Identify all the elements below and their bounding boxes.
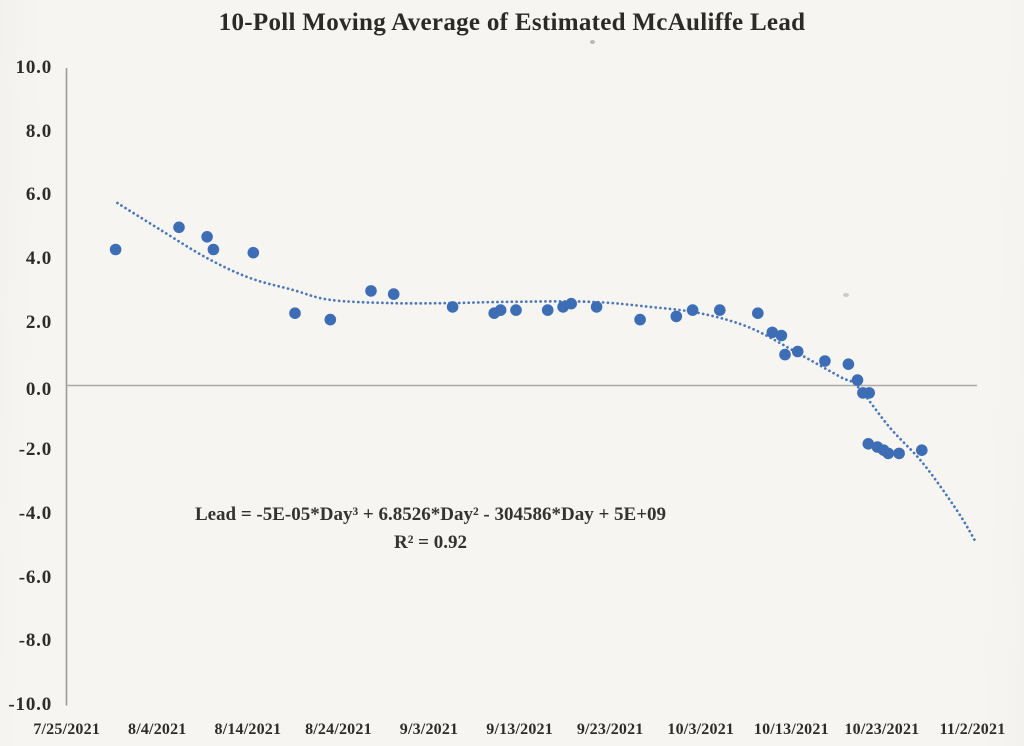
data-point: 10/21/2021: -1.8 — [862, 438, 875, 450]
y-tick-label: 6.0 — [25, 184, 52, 206]
x-tick-label: 9/3/2021 — [399, 721, 459, 738]
y-tick-label: 8.0 — [25, 120, 52, 142]
data-point: 10/24/2021: -2.1 — [893, 447, 905, 460]
trendline-dotted-curve — [116, 201, 978, 544]
chart-title: 10-Poll Moving Average of Estimated McAu… — [218, 9, 806, 36]
data-point: 9/16/2021: 2.4 — [541, 304, 554, 316]
y-tick-label: -4.0 — [18, 502, 52, 524]
x-tick-label: 10/13/2021 — [753, 721, 829, 738]
y-tick-label: -2.0 — [18, 439, 52, 461]
data-point: 10/27/2021: -2 — [916, 444, 928, 457]
data-point: 10/12/2021: 1.6 — [775, 329, 788, 342]
y-tick-label: 2.0 — [25, 311, 52, 333]
data-point: 10/5/2021: 2.4 — [714, 304, 726, 316]
data-point: 9/21/2021: 2.5 — [590, 301, 603, 313]
data-point: 9/6/2021: 2.5 — [446, 301, 459, 313]
y-tick-label: -6.0 — [18, 566, 52, 588]
data-point: 9/19/2021: 2.6 — [565, 297, 577, 310]
data-point: 10/14/2021: 1.1 — [791, 345, 804, 358]
y-tick-label: -8.0 — [18, 630, 52, 652]
data-point: 7/30/2021: 4.3 — [109, 243, 122, 256]
x-tick-label: 7/25/2021 — [33, 721, 101, 738]
data-point: 10/21/2021: -0.2 — [863, 387, 875, 399]
x-tick-label: 8/14/2021 — [214, 721, 282, 738]
data-point: 10/17/2021: 0.8 — [819, 355, 831, 367]
data-point: 10/11/2021: 1.7 — [766, 326, 779, 339]
data-point: 8/14/2021: 4.2 — [247, 246, 260, 259]
x-tick-label: 8/24/2021 — [305, 721, 372, 738]
x-tick-label: 9/13/2021 — [486, 721, 553, 738]
data-point: 8/30/2021: 2.9 — [387, 288, 400, 300]
data-point: 10/19/2021: 0.7 — [842, 358, 855, 371]
data-point: 8/10/2021: 4.3 — [207, 243, 220, 256]
data-point: 8/6/2021: 5 — [173, 221, 185, 234]
x-tick-label: 10/3/2021 — [667, 721, 735, 738]
trendline-equation: Lead = -5E-05*Day³ + 6.8526*Day² - 30458… — [178, 501, 683, 557]
data-point: 10/12/2021: 1 — [779, 348, 791, 361]
x-tick-label: 9/23/2021 — [576, 721, 644, 738]
y-tick-label: 0.0 — [25, 378, 52, 400]
x-tick-label: 11/2/2021 — [939, 721, 1006, 738]
scan-speck — [590, 40, 595, 44]
x-tick-label: 10/23/2021 — [844, 721, 920, 738]
trendline-equation-line: Lead = -5E-05*Day³ + 6.8526*Day² - 30458… — [194, 504, 667, 525]
data-point: 9/13/2021: 2.4 — [510, 304, 522, 316]
data-point: 9/11/2021: 2.4 — [494, 304, 507, 316]
y-tick-label: 10.0 — [15, 57, 52, 78]
data-point: 9/26/2021: 2.1 — [634, 313, 646, 326]
trendline-r-squared: R² = 0.92 — [394, 532, 467, 553]
data-point: 10/20/2021: 0.2 — [851, 374, 864, 386]
data-point: 9/30/2021: 2.2 — [670, 310, 683, 323]
data-point: 10/9/2021: 2.3 — [752, 307, 764, 320]
data-point: 8/27/2021: 3 — [365, 285, 377, 297]
data-point: 8/9/2021: 4.7 — [201, 231, 213, 243]
y-tick-label: 4.0 — [25, 248, 52, 270]
y-tick-label: -10.0 — [8, 694, 52, 715]
data-point: 8/19/2021: 2.3 — [289, 307, 301, 320]
data-point: 10/2/2021: 2.4 — [686, 304, 699, 316]
x-tick-label: 8/4/2021 — [128, 721, 187, 738]
data-point: 8/23/2021: 2.1 — [324, 313, 337, 326]
data-point: 10/23/2021: -2.1 — [882, 447, 895, 460]
scan-speck — [843, 293, 849, 297]
